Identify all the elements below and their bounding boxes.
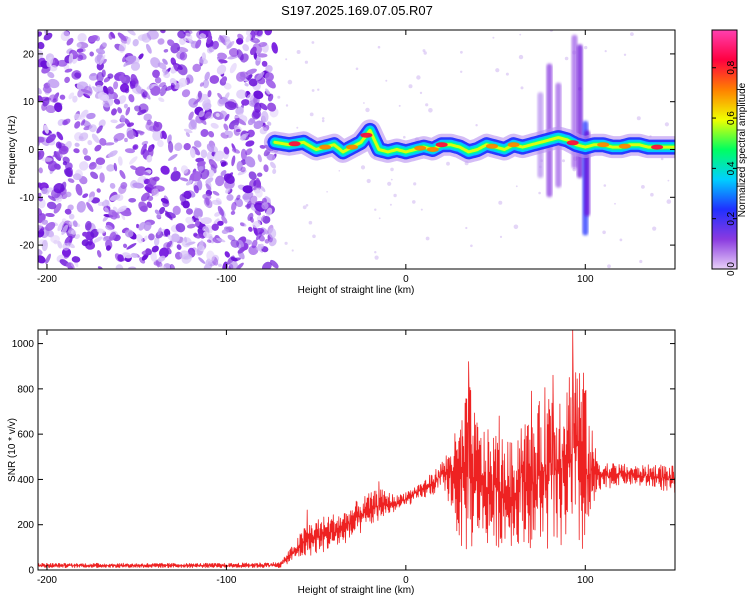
x-tick-label: -100 <box>216 274 236 285</box>
x-tick-label: 100 <box>577 575 594 586</box>
colorbar-tick-label: 0.0 <box>726 262 737 276</box>
snr-y-ticks: 0 200 400 600 800 1000 <box>12 339 675 577</box>
y-tick-label: 600 <box>17 430 34 441</box>
ridge-hotspot <box>288 141 301 147</box>
x-tick-label: 100 <box>577 274 594 285</box>
y-tick-label: 10 <box>23 97 35 108</box>
spectrogram-y-ticks: -20 -10 0 10 20 <box>20 49 675 252</box>
y-tick-label: 200 <box>17 520 34 531</box>
ridge-hotspot <box>426 147 439 152</box>
spectrogram-x-axis-label: Height of straight line (km) <box>298 285 415 296</box>
y-tick-label: -10 <box>20 193 35 204</box>
snr-content <box>38 330 675 569</box>
snr-x-axis-label: Height of straight line (km) <box>298 585 415 596</box>
y-tick-label: 0 <box>28 145 34 156</box>
x-tick-label: -100 <box>216 575 236 586</box>
snr-frame <box>37 329 676 571</box>
figure-title: S197.2025.169.07.05.R07 <box>281 3 433 18</box>
colorbar-ticks: 0.0 0.2 0.4 0.6 0.8 <box>712 60 737 276</box>
colorbar-tick-label: 0.8 <box>726 60 737 74</box>
colorbar-tick-label: 0.4 <box>726 161 737 175</box>
snr-x-ticks: -200 -100 0 100 <box>37 330 594 586</box>
spectrogram-y-axis-label: Frequency (Hz) <box>7 116 18 185</box>
ridge-hotspot <box>319 144 332 150</box>
y-tick-label: 400 <box>17 475 34 486</box>
snr-series-line <box>38 330 675 569</box>
ridge-hotspot <box>618 143 631 149</box>
ridge-hotspot <box>435 142 448 148</box>
colorbar-tick-label: 0.6 <box>726 111 737 125</box>
y-tick-label: 20 <box>23 49 35 60</box>
y-tick-label: 0 <box>28 566 34 577</box>
signal-ridge <box>263 119 675 163</box>
ridge-hotspot <box>414 145 427 151</box>
x-tick-label: -200 <box>37 274 57 285</box>
spectrogram-x-ticks: -200 -100 0 100 <box>37 30 594 285</box>
colorbar-scale <box>711 29 738 270</box>
colorbar-tick-label: 0.2 <box>726 211 737 225</box>
snr-panel: -200 -100 0 100 0 200 400 600 800 1000 Height of… <box>7 329 676 596</box>
ridge-hotspot <box>486 143 498 149</box>
ridge-hotspot <box>597 142 610 148</box>
x-tick-label: -200 <box>37 575 57 586</box>
y-tick-label: 800 <box>17 384 34 395</box>
ridge-hotspot <box>346 144 358 150</box>
ridge-hotspot <box>507 142 520 148</box>
spectrogram-content <box>38 30 675 269</box>
colorbar: 0.0 0.2 0.4 0.6 0.8 Normalized spectral ampl… <box>711 29 748 276</box>
y-tick-label: -20 <box>20 241 35 252</box>
ridge-hotspot <box>566 140 579 146</box>
noise-region <box>38 30 279 269</box>
snr-y-axis-label: SNR (10 * v/v) <box>7 418 18 482</box>
x-tick-label: 0 <box>403 274 409 285</box>
x-tick-label: 0 <box>403 575 409 586</box>
y-tick-label: 1000 <box>12 339 35 350</box>
ridge-hotspot <box>651 144 664 150</box>
colorbar-label: Normalized spectral amplitude <box>737 82 748 217</box>
ridge-hotspot <box>360 132 373 138</box>
